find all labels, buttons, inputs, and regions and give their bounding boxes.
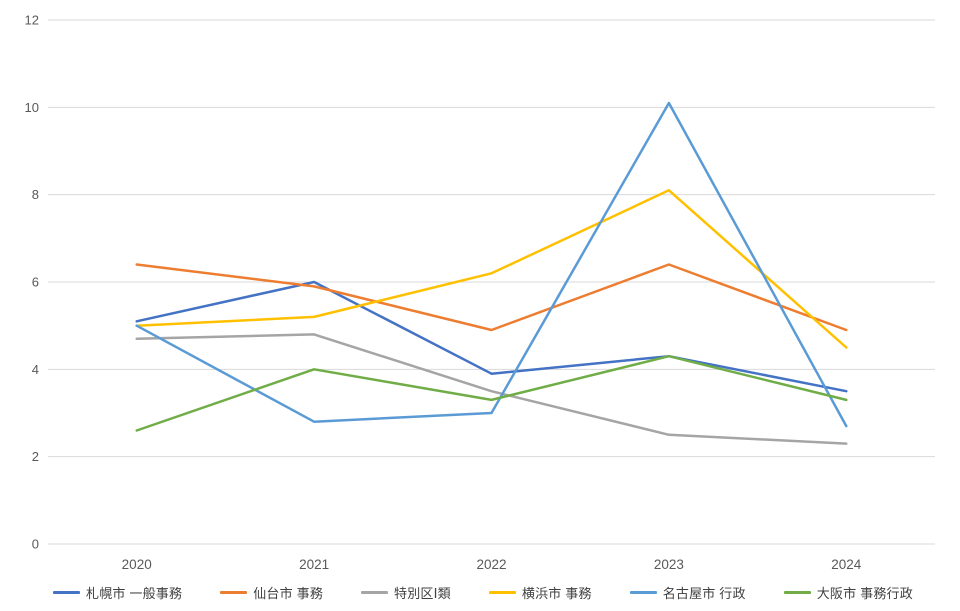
legend-line-marker xyxy=(53,591,80,594)
plot-area: 0 2 4 6 8 10 12 2020 2021 2022 2023 2024 xyxy=(25,13,935,572)
legend-item-1: 仙台市 事務 xyxy=(220,583,323,602)
y-axis-tick-label: 2 xyxy=(32,449,39,464)
series-line-3 xyxy=(135,189,848,349)
legend-item-0: 札幌市 一般事務 xyxy=(53,583,182,602)
series-line-4 xyxy=(135,101,848,428)
gridlines xyxy=(48,19,935,545)
x-axis-tick-label: 2024 xyxy=(831,557,862,572)
legend-item-3: 横浜市 事務 xyxy=(488,583,592,602)
legend-label: 特別区Ⅰ類 xyxy=(394,586,451,601)
x-axis-tick-label: 2020 xyxy=(122,557,152,572)
x-axis-tick-label: 2022 xyxy=(476,557,506,572)
series-line-2 xyxy=(135,333,848,445)
series-line-5 xyxy=(135,354,848,432)
legend-item-2: 特別区Ⅰ類 xyxy=(361,583,451,602)
legend-line-marker xyxy=(220,591,248,594)
legend-line-marker xyxy=(783,591,811,594)
x-axis-tick-label: 2023 xyxy=(654,557,684,572)
legend-item-5: 大阪市 事務行政 xyxy=(783,583,913,602)
y-axis-tick-label: 8 xyxy=(32,187,39,202)
legend-label: 横浜市 事務 xyxy=(521,586,592,601)
legend-line-marker xyxy=(488,591,516,594)
legend-line-marker xyxy=(629,591,657,594)
y-axis-tick-label: 10 xyxy=(25,100,39,115)
series-line-0 xyxy=(135,280,848,393)
legend: 札幌市 一般事務 仙台市 事務 特別区Ⅰ類 横浜市 事務 名古屋市 行政 大阪市 事務行政 xyxy=(53,583,950,602)
legend-label: 大阪市 事務行政 xyxy=(816,586,913,601)
series-line-1 xyxy=(135,263,848,332)
legend-line-marker xyxy=(361,591,389,594)
y-axis-tick-label: 0 xyxy=(32,537,39,552)
y-axis-tick-label: 4 xyxy=(32,362,39,377)
legend-label: 仙台市 事務 xyxy=(253,586,324,601)
y-axis-tick-label: 12 xyxy=(25,13,39,28)
x-axis-tick-label: 2021 xyxy=(299,557,329,572)
y-axis-tick-label: 6 xyxy=(32,275,39,290)
series-lines xyxy=(135,101,848,445)
x-axis-tick-labels: 2020 2021 2022 2023 2024 xyxy=(122,557,862,572)
legend-label: 札幌市 一般事務 xyxy=(86,586,183,601)
y-axis-tick-labels: 0 2 4 6 8 10 12 xyxy=(25,13,39,552)
legend-label: 名古屋市 行政 xyxy=(662,586,746,601)
legend-item-4: 名古屋市 行政 xyxy=(629,583,746,602)
